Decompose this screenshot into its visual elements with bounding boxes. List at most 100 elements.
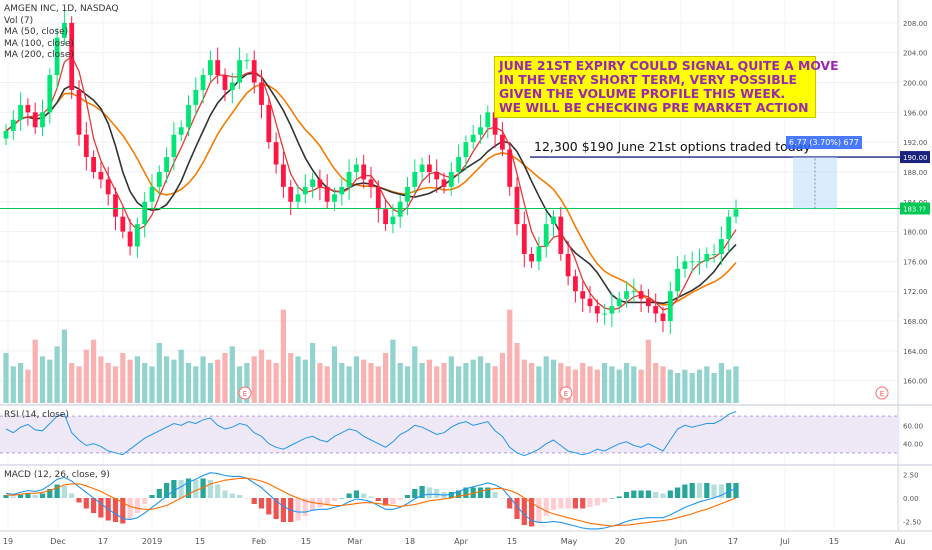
indicator-vol[interactable]: Vol (7) (4, 15, 34, 26)
candle-body (186, 104, 191, 128)
time-tick-label: 15 (829, 537, 839, 546)
volume-bar (302, 359, 308, 403)
candle-body (434, 171, 440, 180)
earnings-marker-text: E (880, 390, 884, 398)
options-text[interactable]: 12,300 $190 June 21st options traded tod… (534, 139, 811, 154)
candle-body (127, 231, 133, 247)
volume-bar (397, 363, 403, 403)
candle-body (361, 164, 367, 180)
macd-histogram-bar (69, 493, 75, 498)
candle-body (76, 89, 82, 135)
candle-body (448, 171, 454, 187)
time-tick-label: 17 (728, 537, 738, 546)
volume-bar (543, 356, 549, 403)
volume-bar (733, 366, 739, 403)
candle-body (536, 246, 542, 262)
candle-body (470, 134, 476, 143)
candle-body (317, 179, 323, 187)
candle-body (521, 224, 527, 254)
candle-body (478, 127, 483, 135)
candle-body (200, 75, 206, 90)
macd-histogram-bar (61, 486, 67, 498)
candle-body (346, 171, 352, 187)
volume-bar (609, 366, 615, 403)
macd-histogram-bar (134, 498, 140, 513)
candle-body (113, 194, 118, 217)
candle-body (164, 157, 169, 172)
volume-bar (310, 343, 316, 403)
time-tick-label: May (561, 537, 578, 546)
candle-body (178, 127, 184, 135)
candle-body (324, 186, 330, 202)
volume-bar (587, 366, 593, 403)
volume-bar (507, 309, 513, 403)
volume-bar (456, 366, 462, 403)
macd-histogram-bar (572, 498, 578, 509)
volume-bar (273, 363, 279, 403)
candle-body (149, 186, 155, 202)
macd-histogram-bar (477, 487, 484, 498)
candle-body (135, 224, 140, 247)
macd-histogram-bar (485, 487, 491, 498)
macd-histogram-bar (689, 483, 695, 498)
annotation-box[interactable]: JUNE 21ST EXPIRY COULD SIGNAL QUITE A MO… (494, 56, 839, 118)
macd-histogram-bar (273, 498, 279, 519)
candle-body (281, 164, 286, 187)
volume-bar (164, 356, 170, 403)
volume-bar (10, 366, 16, 403)
volume-bar (631, 366, 637, 403)
volume-bar (3, 353, 9, 403)
rsi-band (0, 416, 898, 453)
macd-histogram-bar (302, 498, 308, 516)
volume-bar (470, 359, 476, 403)
macd-histogram-bar (434, 489, 440, 498)
candle-body (244, 60, 250, 62)
rsi-label[interactable]: RSI (14, close) (4, 410, 69, 420)
price-tick-label: 208.00 (903, 20, 928, 28)
candle-body (733, 209, 739, 217)
macd-histogram-bar (171, 480, 177, 498)
time-tick-label: Jun (674, 537, 688, 546)
volume-bar (404, 366, 411, 403)
measure-label[interactable]: 6.77 (3.70%) 677 (786, 136, 862, 149)
macd-histogram-bar (660, 493, 666, 498)
candle-body (594, 306, 600, 314)
candle-body (69, 22, 75, 90)
volume-bar (258, 349, 265, 403)
macd-histogram-bar (47, 489, 53, 498)
macd-histogram-bar (558, 498, 564, 509)
indicator-ma50[interactable]: MA (50, close) (4, 27, 69, 37)
indicator-ma200[interactable]: MA (200, close) (4, 50, 74, 60)
volume-bar (353, 356, 359, 403)
candle-body (689, 261, 695, 263)
chart-legend: AMGEN INC, 1D, NASDAQ Vol (7) MA (50, cl… (4, 4, 118, 62)
macd-label[interactable]: MACD (12, 26, close, 9) (4, 470, 110, 480)
candle-body (266, 104, 272, 143)
macd-histogram-bar (142, 498, 148, 504)
macd-histogram-bar (499, 498, 505, 499)
macd-tick-label: 0.00 (903, 495, 919, 503)
candle-body (62, 22, 67, 38)
volume-bar (324, 366, 330, 403)
earnings-marker (875, 386, 889, 400)
volume-bar (448, 356, 454, 403)
volume-bar (200, 356, 206, 403)
candle-body (397, 201, 403, 217)
volume-bar (215, 359, 221, 403)
candle-body (419, 164, 425, 172)
indicator-ma100[interactable]: MA (100, close) (4, 38, 74, 49)
symbol-title[interactable]: AMGEN INC, 1D, NASDAQ (4, 4, 119, 14)
macd-histogram-bar (616, 496, 622, 498)
volume-bar (660, 366, 666, 403)
candle-body (463, 142, 469, 158)
candle-body (142, 201, 148, 225)
macd-tick-label: -2.50 (903, 518, 921, 526)
volume-bar (536, 366, 542, 403)
macd-histogram-bar (251, 498, 257, 504)
candle-body (288, 186, 294, 202)
candle-body (10, 119, 16, 131)
annotation-line-4: WE WILL BE CHECKING PRE MARKET ACTION (499, 100, 809, 115)
macd-histogram-bar (536, 498, 542, 522)
candle-body (251, 60, 257, 83)
